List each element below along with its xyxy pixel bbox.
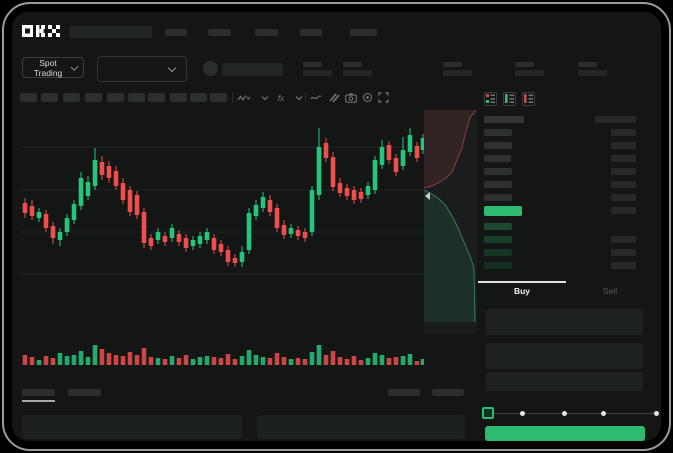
order-amount-input[interactable] xyxy=(486,343,643,369)
timeframe-button[interactable] xyxy=(41,93,58,102)
order-price-input[interactable] xyxy=(486,309,643,335)
timeframe-button[interactable] xyxy=(128,93,145,102)
fullscreen-icon[interactable] xyxy=(376,91,390,104)
indicators-icon[interactable]: fx xyxy=(277,92,285,103)
ticker-stat xyxy=(515,62,549,76)
bid-row[interactable] xyxy=(484,233,636,246)
toolbar-divider xyxy=(232,92,233,103)
search-input[interactable] xyxy=(70,26,152,38)
ask-row[interactable] xyxy=(484,191,636,204)
ticker-stat xyxy=(343,62,377,76)
coin-avatar xyxy=(203,61,218,76)
timeframe-button[interactable] xyxy=(20,93,37,102)
chevron-down-icon xyxy=(167,63,177,73)
candlestick-chart xyxy=(20,128,424,365)
timeframe-button[interactable] xyxy=(63,93,80,102)
timeframe-button[interactable] xyxy=(170,93,187,102)
tab-sell[interactable]: Sell xyxy=(602,286,618,296)
slider-stop[interactable] xyxy=(601,411,607,416)
timeframe-button[interactable] xyxy=(148,93,165,102)
nav-item-placeholder[interactable] xyxy=(208,29,231,36)
okx-logo xyxy=(22,25,60,37)
settings-gear-icon[interactable] xyxy=(360,91,374,104)
open-orders-panel xyxy=(22,415,242,439)
timeframe-button[interactable] xyxy=(85,93,102,102)
ticker-stat xyxy=(578,62,612,76)
amount-slider-handle[interactable] xyxy=(482,407,494,419)
slider-stop[interactable] xyxy=(562,411,568,416)
timeframe-button[interactable] xyxy=(190,93,207,102)
last-price-row[interactable] xyxy=(484,204,636,220)
chart-type-icon[interactable] xyxy=(236,91,250,104)
bid-row[interactable] xyxy=(484,220,636,233)
bottom-action-placeholder[interactable] xyxy=(388,389,420,396)
last-price-bar xyxy=(484,206,522,216)
bid-row[interactable] xyxy=(484,259,636,272)
active-tab-indicator xyxy=(478,281,566,283)
combined-book-icon[interactable] xyxy=(484,92,497,106)
bid-row[interactable] xyxy=(484,246,636,259)
camera-icon[interactable] xyxy=(344,91,358,104)
ask-row[interactable] xyxy=(484,126,636,139)
bids-only-icon[interactable] xyxy=(503,92,516,106)
timeframe-button[interactable] xyxy=(210,93,227,102)
nav-item-placeholder[interactable] xyxy=(350,29,377,36)
orderbook xyxy=(484,113,636,272)
trading-app-window: Spot Trading fx xyxy=(12,12,661,441)
depth-chart xyxy=(424,110,477,334)
buy-button[interactable] xyxy=(485,426,645,441)
nav-item-placeholder[interactable] xyxy=(165,29,187,36)
orderbook-header[interactable] xyxy=(484,113,636,126)
timeframe-button[interactable] xyxy=(107,93,124,102)
bottom-tab-orders[interactable] xyxy=(22,389,55,396)
asks-only-icon[interactable] xyxy=(522,92,535,106)
pair-selector-dropdown[interactable] xyxy=(97,56,187,82)
slider-stop[interactable] xyxy=(519,411,525,416)
market-type-label: Spot Trading xyxy=(33,57,63,78)
chevron-down-icon xyxy=(70,62,79,71)
amount-slider-track[interactable] xyxy=(487,413,656,414)
orderbook-view-toggles xyxy=(484,92,535,106)
ask-row[interactable] xyxy=(484,139,636,152)
ticker-stat xyxy=(303,62,337,76)
line-tool-icon[interactable] xyxy=(309,91,323,104)
ask-row[interactable] xyxy=(484,152,636,165)
toolbar-divider xyxy=(305,92,306,103)
bottom-active-tab-indicator xyxy=(22,400,55,402)
brush-tool-icon[interactable] xyxy=(327,91,341,104)
pair-name-placeholder xyxy=(222,63,283,76)
chevron-down-icon[interactable] xyxy=(292,91,306,104)
slider-stop[interactable] xyxy=(653,411,659,416)
ticker-stat xyxy=(443,62,477,76)
tab-buy[interactable]: Buy xyxy=(513,286,531,296)
order-history-panel xyxy=(257,415,465,439)
nav-item-placeholder[interactable] xyxy=(255,29,278,36)
ask-row[interactable] xyxy=(484,165,636,178)
market-type-selector[interactable]: Spot Trading xyxy=(22,57,84,78)
chevron-down-icon[interactable] xyxy=(258,91,272,104)
order-total-input[interactable] xyxy=(486,372,643,391)
ask-row[interactable] xyxy=(484,178,636,191)
bottom-action-placeholder[interactable] xyxy=(432,389,464,396)
bottom-tab-history[interactable] xyxy=(68,389,101,396)
nav-item-placeholder[interactable] xyxy=(300,29,322,36)
